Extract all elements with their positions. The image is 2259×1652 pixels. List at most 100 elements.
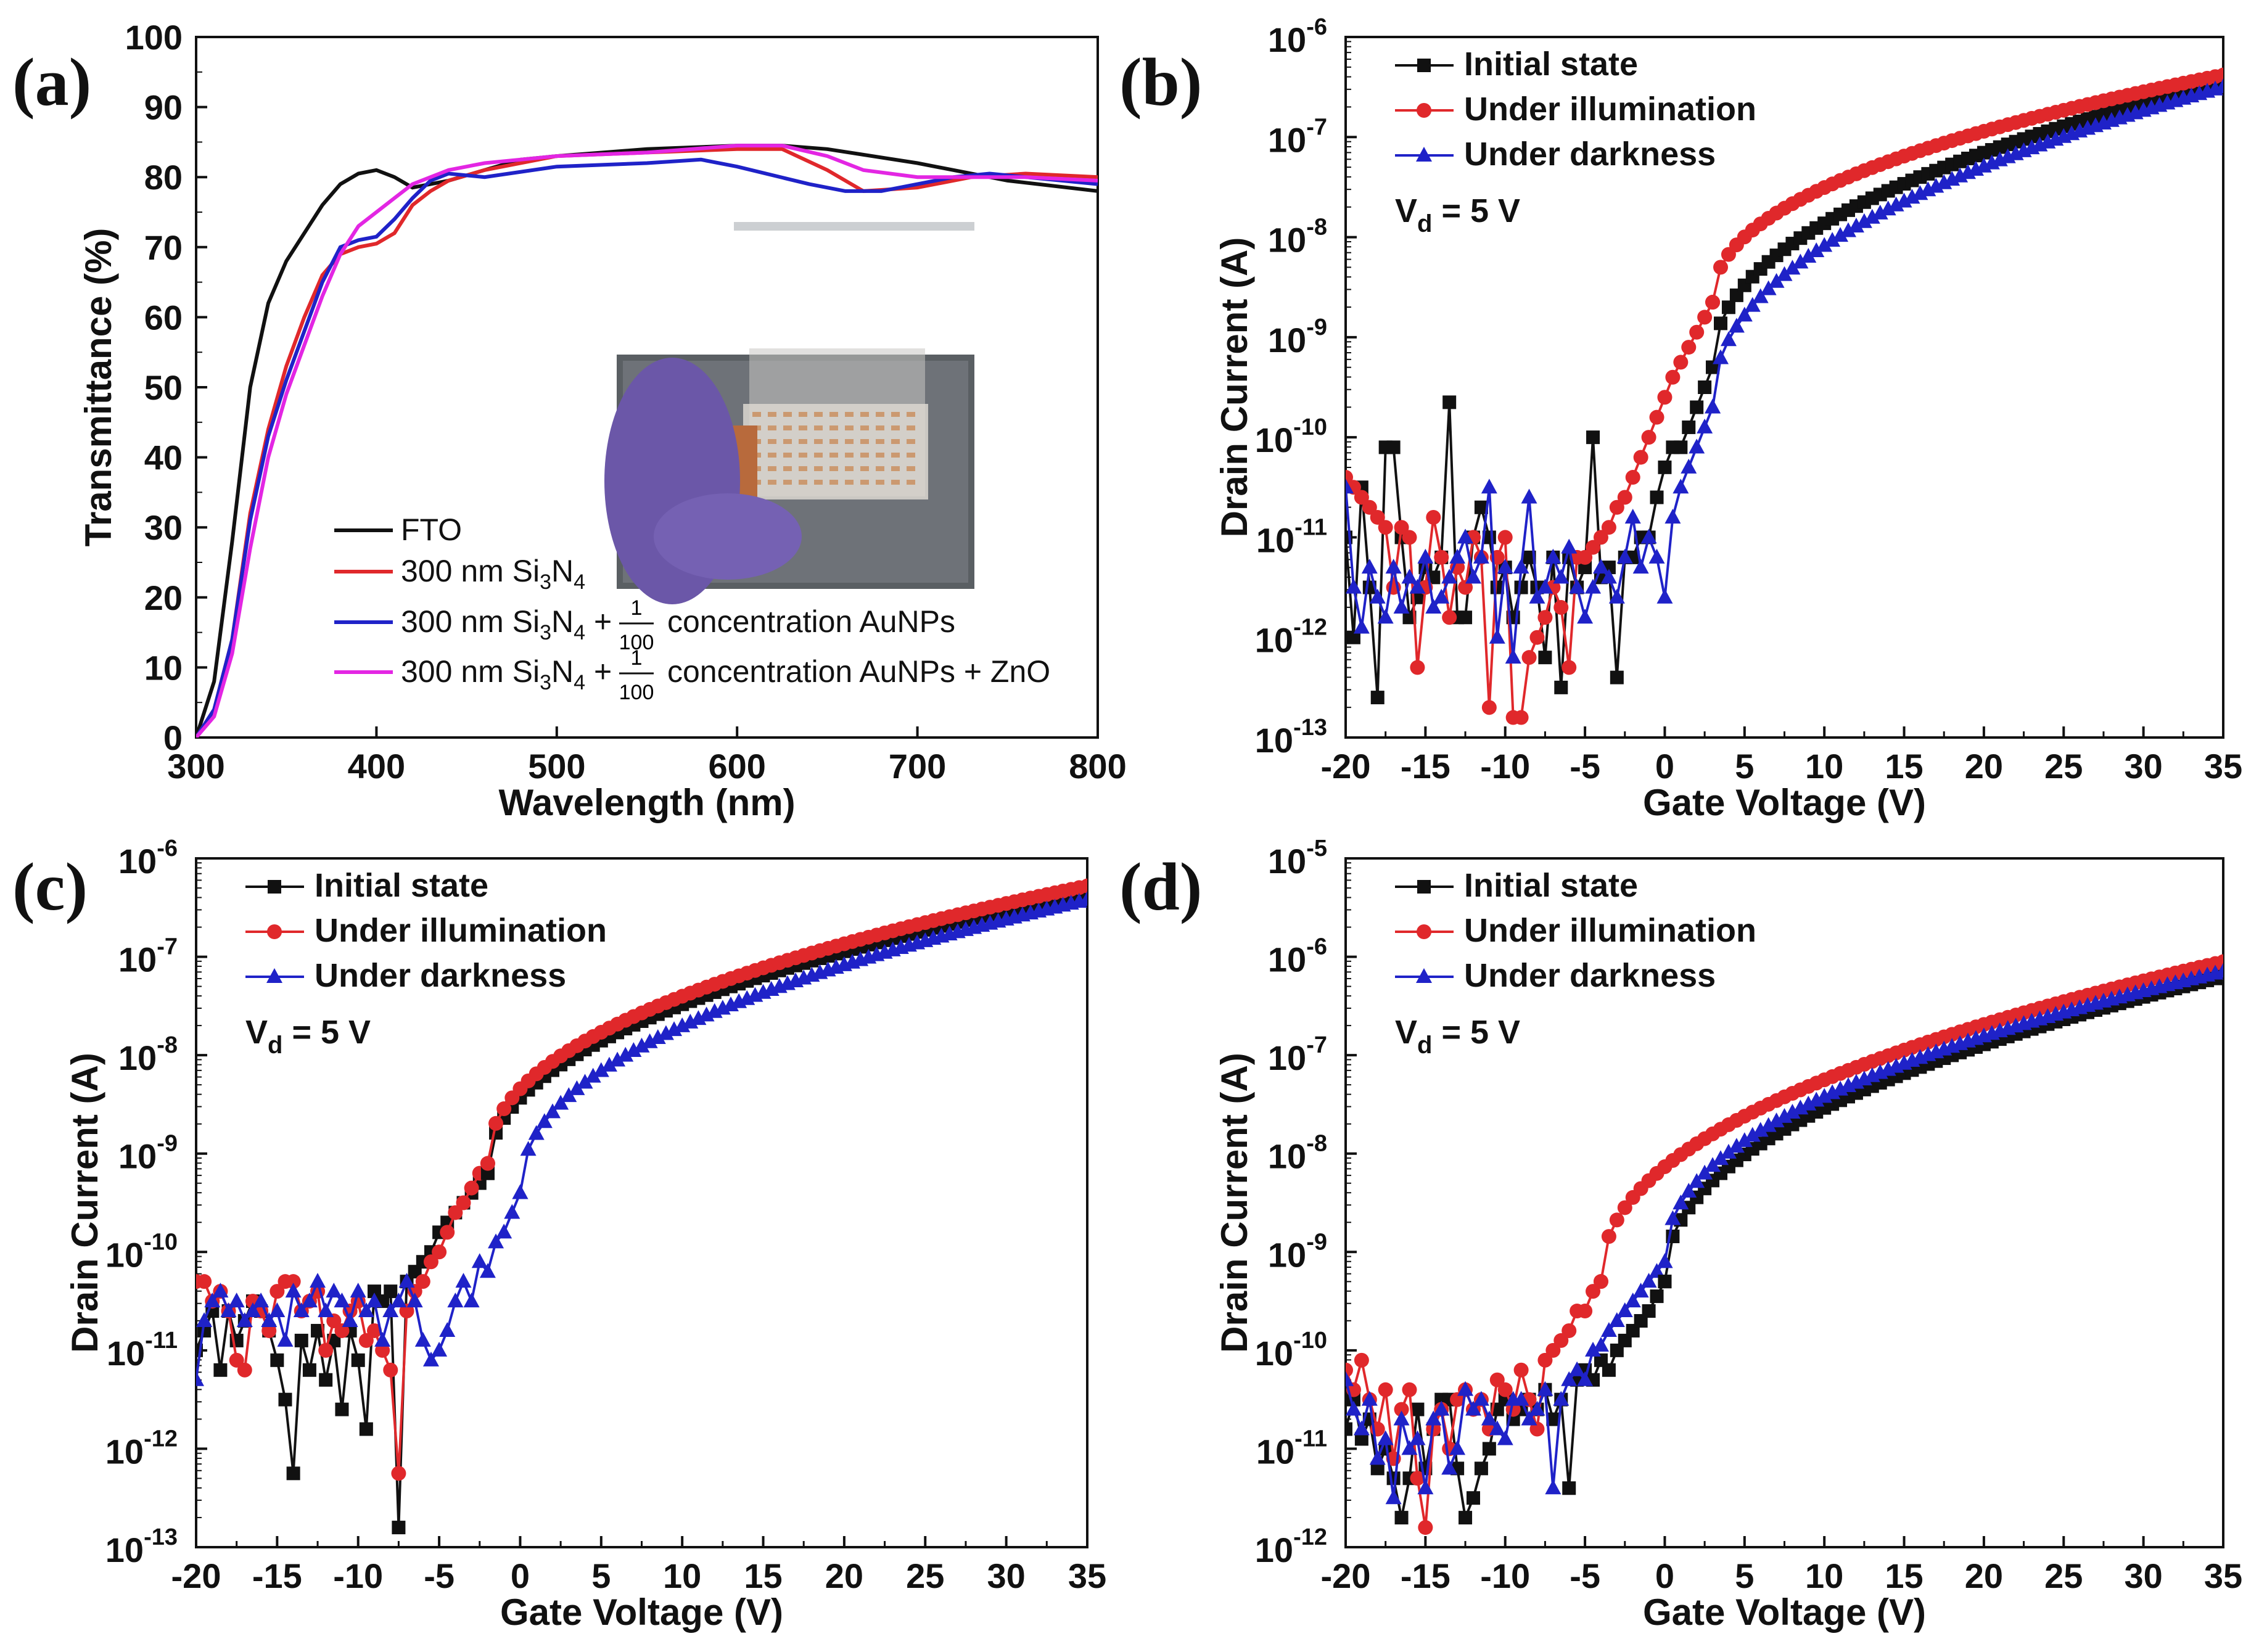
data-point (1425, 1410, 1442, 1426)
inset-photo-electrode (799, 412, 807, 417)
data-point (392, 1521, 406, 1535)
inset-photo-electrode (829, 439, 838, 444)
curve-under-illumination (1705, 67, 2223, 310)
inset-photo-electrode (860, 466, 869, 471)
data-point (1658, 460, 1672, 474)
legend-marker (1416, 147, 1432, 162)
vd-subscript: d (1417, 210, 1432, 237)
y-tick-exponent: -6 (1306, 934, 1327, 960)
data-point (335, 1402, 349, 1416)
y-tick-base: 10 (1268, 1137, 1306, 1176)
data-point (1362, 499, 1377, 515)
x-tick-label: 600 (708, 747, 765, 786)
data-point (1673, 1194, 1689, 1210)
legend-label: Under illumination (315, 912, 607, 949)
data-point (496, 1101, 512, 1117)
data-point (1864, 208, 1880, 224)
data-point (2215, 78, 2223, 94)
inset-photo (604, 222, 974, 604)
data-point (488, 1116, 504, 1131)
x-tick-label: 5 (591, 1556, 611, 1595)
data-point (1481, 700, 1497, 715)
y-tick-base: 10 (105, 1432, 144, 1471)
data-point (1768, 1112, 1785, 1128)
data-point (277, 1331, 294, 1347)
data-point (1608, 1312, 1625, 1327)
data-point (649, 1029, 666, 1045)
data-point (1346, 578, 1362, 594)
data-point (1370, 1461, 1385, 1476)
data-point (1080, 878, 1087, 894)
curve-initial-state (1706, 75, 2223, 374)
data-point (1474, 1461, 1488, 1476)
data-point (1705, 295, 1721, 310)
data-point (423, 1254, 438, 1270)
legend-subscript: 3 (540, 621, 551, 644)
y-tick-exponent: -9 (1306, 1229, 1327, 1255)
inset-photo-streak (734, 222, 974, 231)
y-tick-base: 10 (118, 842, 157, 881)
inset-photo-electrode (799, 425, 807, 430)
data-point (1650, 1289, 1664, 1304)
y-tick-base: 10 (1268, 120, 1306, 159)
data-point (1513, 1391, 1529, 1406)
series-300-nm-si3n4 (196, 147, 1098, 738)
data-point (1610, 670, 1624, 684)
data-point (1632, 1283, 1649, 1298)
x-axis-title: Wavelength (nm) (498, 782, 795, 823)
data-point (1593, 530, 1608, 545)
data-point (1705, 398, 1721, 414)
data-point (270, 1284, 285, 1299)
y-tick-base: 10 (107, 1334, 145, 1373)
data-point (196, 1312, 213, 1327)
curve-under-darkness (512, 891, 1087, 1199)
data-point (1600, 569, 1617, 584)
y-tick-label: 10-8 (1268, 215, 1327, 260)
data-point (1393, 599, 1410, 614)
y-tick-base: 10 (1268, 940, 1306, 979)
x-tick-label: 10 (1805, 747, 1843, 786)
data-point (536, 1113, 553, 1128)
data-point (422, 1351, 439, 1366)
series-300-nm-si3n4-1-100-concentration-aunps (196, 157, 1098, 738)
data-point (1410, 1402, 1425, 1416)
data-point (1521, 488, 1537, 504)
x-tick-label: -15 (1401, 1556, 1450, 1595)
inset-photo-electrode (860, 480, 869, 485)
x-tick-label: 5 (1735, 1556, 1754, 1595)
data-point (1578, 549, 1593, 565)
legend-subscript: 3 (540, 671, 551, 694)
inset-photo-electrode (876, 412, 884, 417)
legend-marker (1417, 880, 1431, 894)
y-tick-exponent: -11 (1294, 1426, 1327, 1452)
data-point (398, 1273, 415, 1288)
data-point (1768, 273, 1785, 288)
data-point (1442, 610, 1457, 625)
data-point (1465, 1400, 1481, 1416)
data-point (1394, 1511, 1409, 1525)
data-point (1632, 559, 1649, 574)
legend-text: 300 nm Si (401, 604, 540, 639)
data-point (1442, 395, 1457, 409)
inset-photo-electrode (891, 412, 900, 417)
data-point (1546, 1412, 1560, 1426)
data-point (294, 1333, 308, 1347)
inset-photo-electrode (876, 466, 884, 471)
data-point (1458, 580, 1473, 595)
x-tick-label: 30 (987, 1556, 1025, 1595)
data-point (1402, 610, 1417, 625)
inset-photo-electrode (768, 466, 776, 471)
y-tick-label: 10 (144, 648, 183, 687)
data-point (1641, 430, 1656, 445)
data-point (1369, 588, 1386, 604)
data-point (448, 1205, 463, 1220)
data-point (479, 1263, 496, 1278)
inset-photo-electrode (907, 453, 915, 458)
data-point (1602, 1363, 1616, 1377)
data-point (1689, 1173, 1705, 1188)
x-tick-label: 10 (663, 1556, 701, 1595)
data-point (1856, 213, 1872, 228)
data-point (1346, 1371, 1354, 1386)
data-point (512, 1184, 529, 1199)
legend-subscript: 4 (574, 570, 585, 594)
